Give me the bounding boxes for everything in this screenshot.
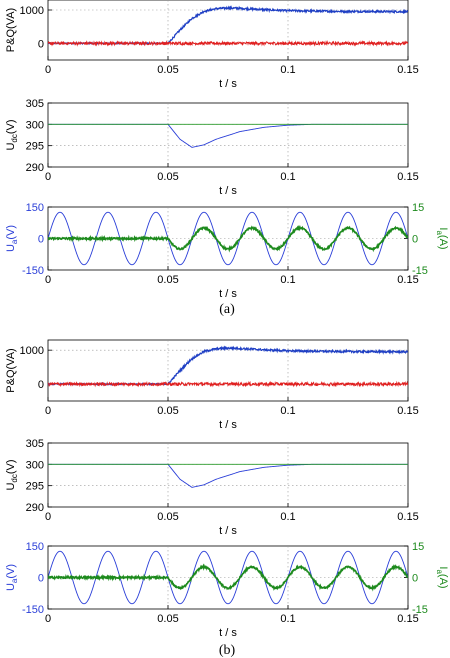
series-udc-line [48,123,408,148]
y-tick-label: 305 [26,98,44,110]
x-axis-label: t / s [219,627,237,639]
plot-frame [47,442,409,508]
y-tick-label: 0 [38,573,44,585]
x-tick-label: 0.15 [397,274,418,286]
y-tick-label: 290 [26,502,44,514]
y-tick-label: 1000 [20,345,44,357]
y-axis-label: Udc(V) [5,459,19,490]
series-p-line [48,345,408,386]
y2-axis-label: Ia(A) [435,566,449,588]
y-axis-label: Udc(V) [5,119,19,150]
caption-a: (a) [219,302,235,317]
x-tick-label: 0.05 [157,64,178,76]
x-tick-label: 0.15 [397,171,418,183]
y2-tick-label: -15 [412,265,428,277]
series-ia-line [48,224,408,253]
y2-tick-label: 0 [412,234,418,246]
x-tick-label: 0 [45,274,51,286]
y-axis-label: Ua(V) [5,564,19,591]
y2-tick-label: 15 [412,541,424,553]
plots-layer: 0 0.05 0.1 0.15 0 1000 t / s P&Q(VA) 0 0.05 0.1 0.1… [5,0,449,639]
series-ua-line [48,211,408,266]
x-tick-label: 0.05 [157,171,178,183]
y-tick-label: 1000 [20,5,44,17]
x-axis-label: t / s [219,78,237,90]
series-q-line [48,380,408,388]
x-tick-label: 0.1 [280,274,295,286]
y-axis-label: P&Q(VA) [5,8,17,52]
x-tick-label: 0.05 [157,405,178,417]
plot-frame [47,339,409,402]
subplot-b-2: 0 0.05 0.1 0.15 290 295 300 305 t / s [26,438,419,537]
x-tick-label: 0.15 [397,405,418,417]
subplot-a-1: 0 0.05 0.1 0.15 0 1000 t / s [20,0,419,90]
x-tick-label: 0.1 [280,613,295,625]
x-tick-label: 0 [45,613,51,625]
series-p-line [48,5,408,46]
x-tick-label: 0.1 [280,64,295,76]
x-tick-label: 0 [45,511,51,523]
subplot-a-2: 0 0.05 0.1 0.15 290 295 300 305 t / s [26,98,419,197]
y2-tick-label: -15 [412,604,428,616]
series-ia-line [48,563,408,592]
y2-tick-label: 15 [412,202,424,214]
subplot-b-1: 0 0.05 0.1 0.15 0 1000 t / s [20,339,419,431]
x-axis-label: t / s [219,525,237,537]
y-tick-label: 300 [26,119,44,131]
y-tick-label: -150 [22,604,44,616]
x-tick-label: 0 [45,405,51,417]
x-tick-label: 0.15 [397,511,418,523]
series-q-line [48,39,408,47]
y-tick-label: 300 [26,459,44,471]
y-tick-label: 0 [38,379,44,391]
x-tick-label: 0.1 [280,405,295,417]
plot-frame [47,102,409,168]
y-axis-label: Ua(V) [5,225,19,252]
y-tick-label: 295 [26,481,44,493]
x-tick-label: 0.05 [157,274,178,286]
y-tick-label: 0 [38,234,44,246]
x-tick-label: 0 [45,171,51,183]
x-axis-label: t / s [219,185,237,197]
y2-tick-label: 0 [412,573,418,585]
x-tick-label: 0.05 [157,511,178,523]
y-tick-label: 150 [26,202,44,214]
x-tick-label: 0.15 [397,613,418,625]
x-tick-label: 0.05 [157,613,178,625]
y-tick-label: 0 [38,38,44,50]
x-tick-label: 0.15 [397,64,418,76]
series-ua-line [48,550,408,605]
plot-frame [47,0,409,61]
x-tick-label: 0 [45,64,51,76]
y-tick-label: -150 [22,265,44,277]
x-axis-label: t / s [219,288,237,300]
y-tick-label: 305 [26,438,44,450]
y2-axis-label: Ia(A) [435,227,449,249]
y-tick-label: 295 [26,141,44,153]
x-tick-label: 0.1 [280,511,295,523]
series-udc-line [48,463,408,488]
caption-b: (b) [219,643,236,658]
y-tick-label: 150 [26,541,44,553]
x-tick-label: 0.1 [280,171,295,183]
x-axis-label: t / s [219,419,237,431]
y-tick-label: 290 [26,162,44,174]
y-axis-label: P&Q(VA) [5,348,17,392]
